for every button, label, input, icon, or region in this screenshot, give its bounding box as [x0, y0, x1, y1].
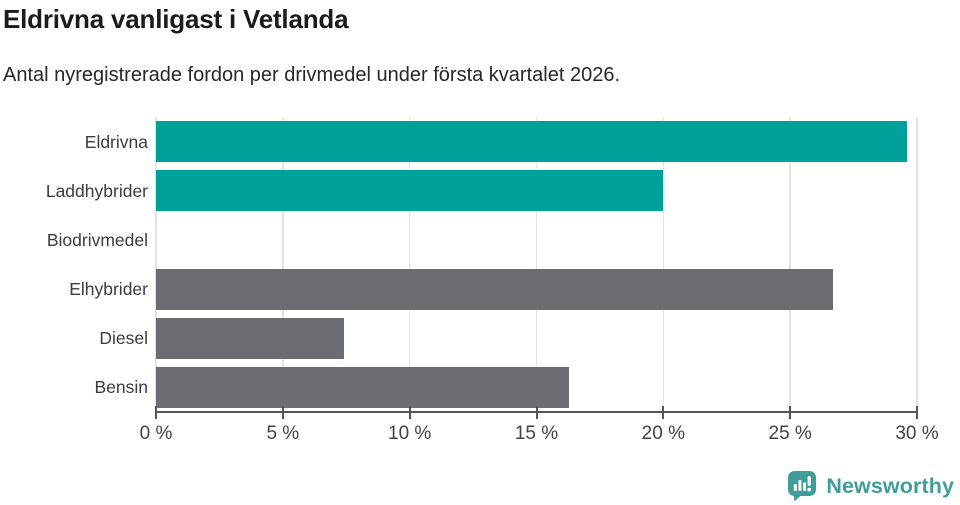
- x-tick-label: 0 %: [139, 423, 173, 444]
- gridline: [155, 117, 157, 412]
- category-label: Diesel: [99, 328, 148, 349]
- chart-subtitle: Antal nyregistrerade fordon per drivmede…: [3, 64, 621, 86]
- newsworthy-bar-chart-speech-bubble-icon: [788, 471, 817, 502]
- category-label: Bensin: [94, 377, 148, 398]
- x-axis-tick: [789, 405, 792, 419]
- gridline: [535, 117, 538, 412]
- x-axis-tick: [408, 405, 411, 419]
- x-axis-tick: [155, 405, 157, 419]
- gridline: [408, 117, 411, 412]
- x-axis-tick: [535, 405, 538, 419]
- chart-title: Eldrivna vanligast i Vetlanda: [3, 4, 349, 34]
- x-tick-label: 10 %: [388, 423, 432, 444]
- newsworthy-logo-text: Newsworthy: [826, 473, 954, 498]
- category-label: Elhybrider: [69, 279, 148, 300]
- x-tick-label: 5 %: [266, 423, 300, 444]
- x-axis-tick: [662, 405, 665, 419]
- bar: [156, 317, 344, 359]
- gridline: [916, 117, 918, 412]
- category-label: Biodrivmedel: [46, 229, 148, 250]
- bar: [156, 268, 834, 310]
- gridline: [282, 117, 284, 412]
- bar: [156, 121, 907, 163]
- bar: [156, 366, 570, 408]
- x-axis-tick: [916, 405, 918, 419]
- x-tick-label: 30 %: [895, 423, 939, 444]
- x-axis-tick: [281, 405, 284, 419]
- x-tick-label: 15 %: [514, 423, 559, 444]
- x-tick-label: 20 %: [641, 423, 685, 444]
- bar: [156, 170, 664, 212]
- x-tick-label: 25 %: [768, 423, 812, 444]
- gridline: [662, 117, 665, 412]
- gridline: [789, 117, 791, 412]
- newsworthy-logo: Newsworthy: [787, 470, 954, 502]
- category-label: Laddhybrider: [45, 180, 148, 201]
- category-label: Eldrivna: [84, 131, 148, 152]
